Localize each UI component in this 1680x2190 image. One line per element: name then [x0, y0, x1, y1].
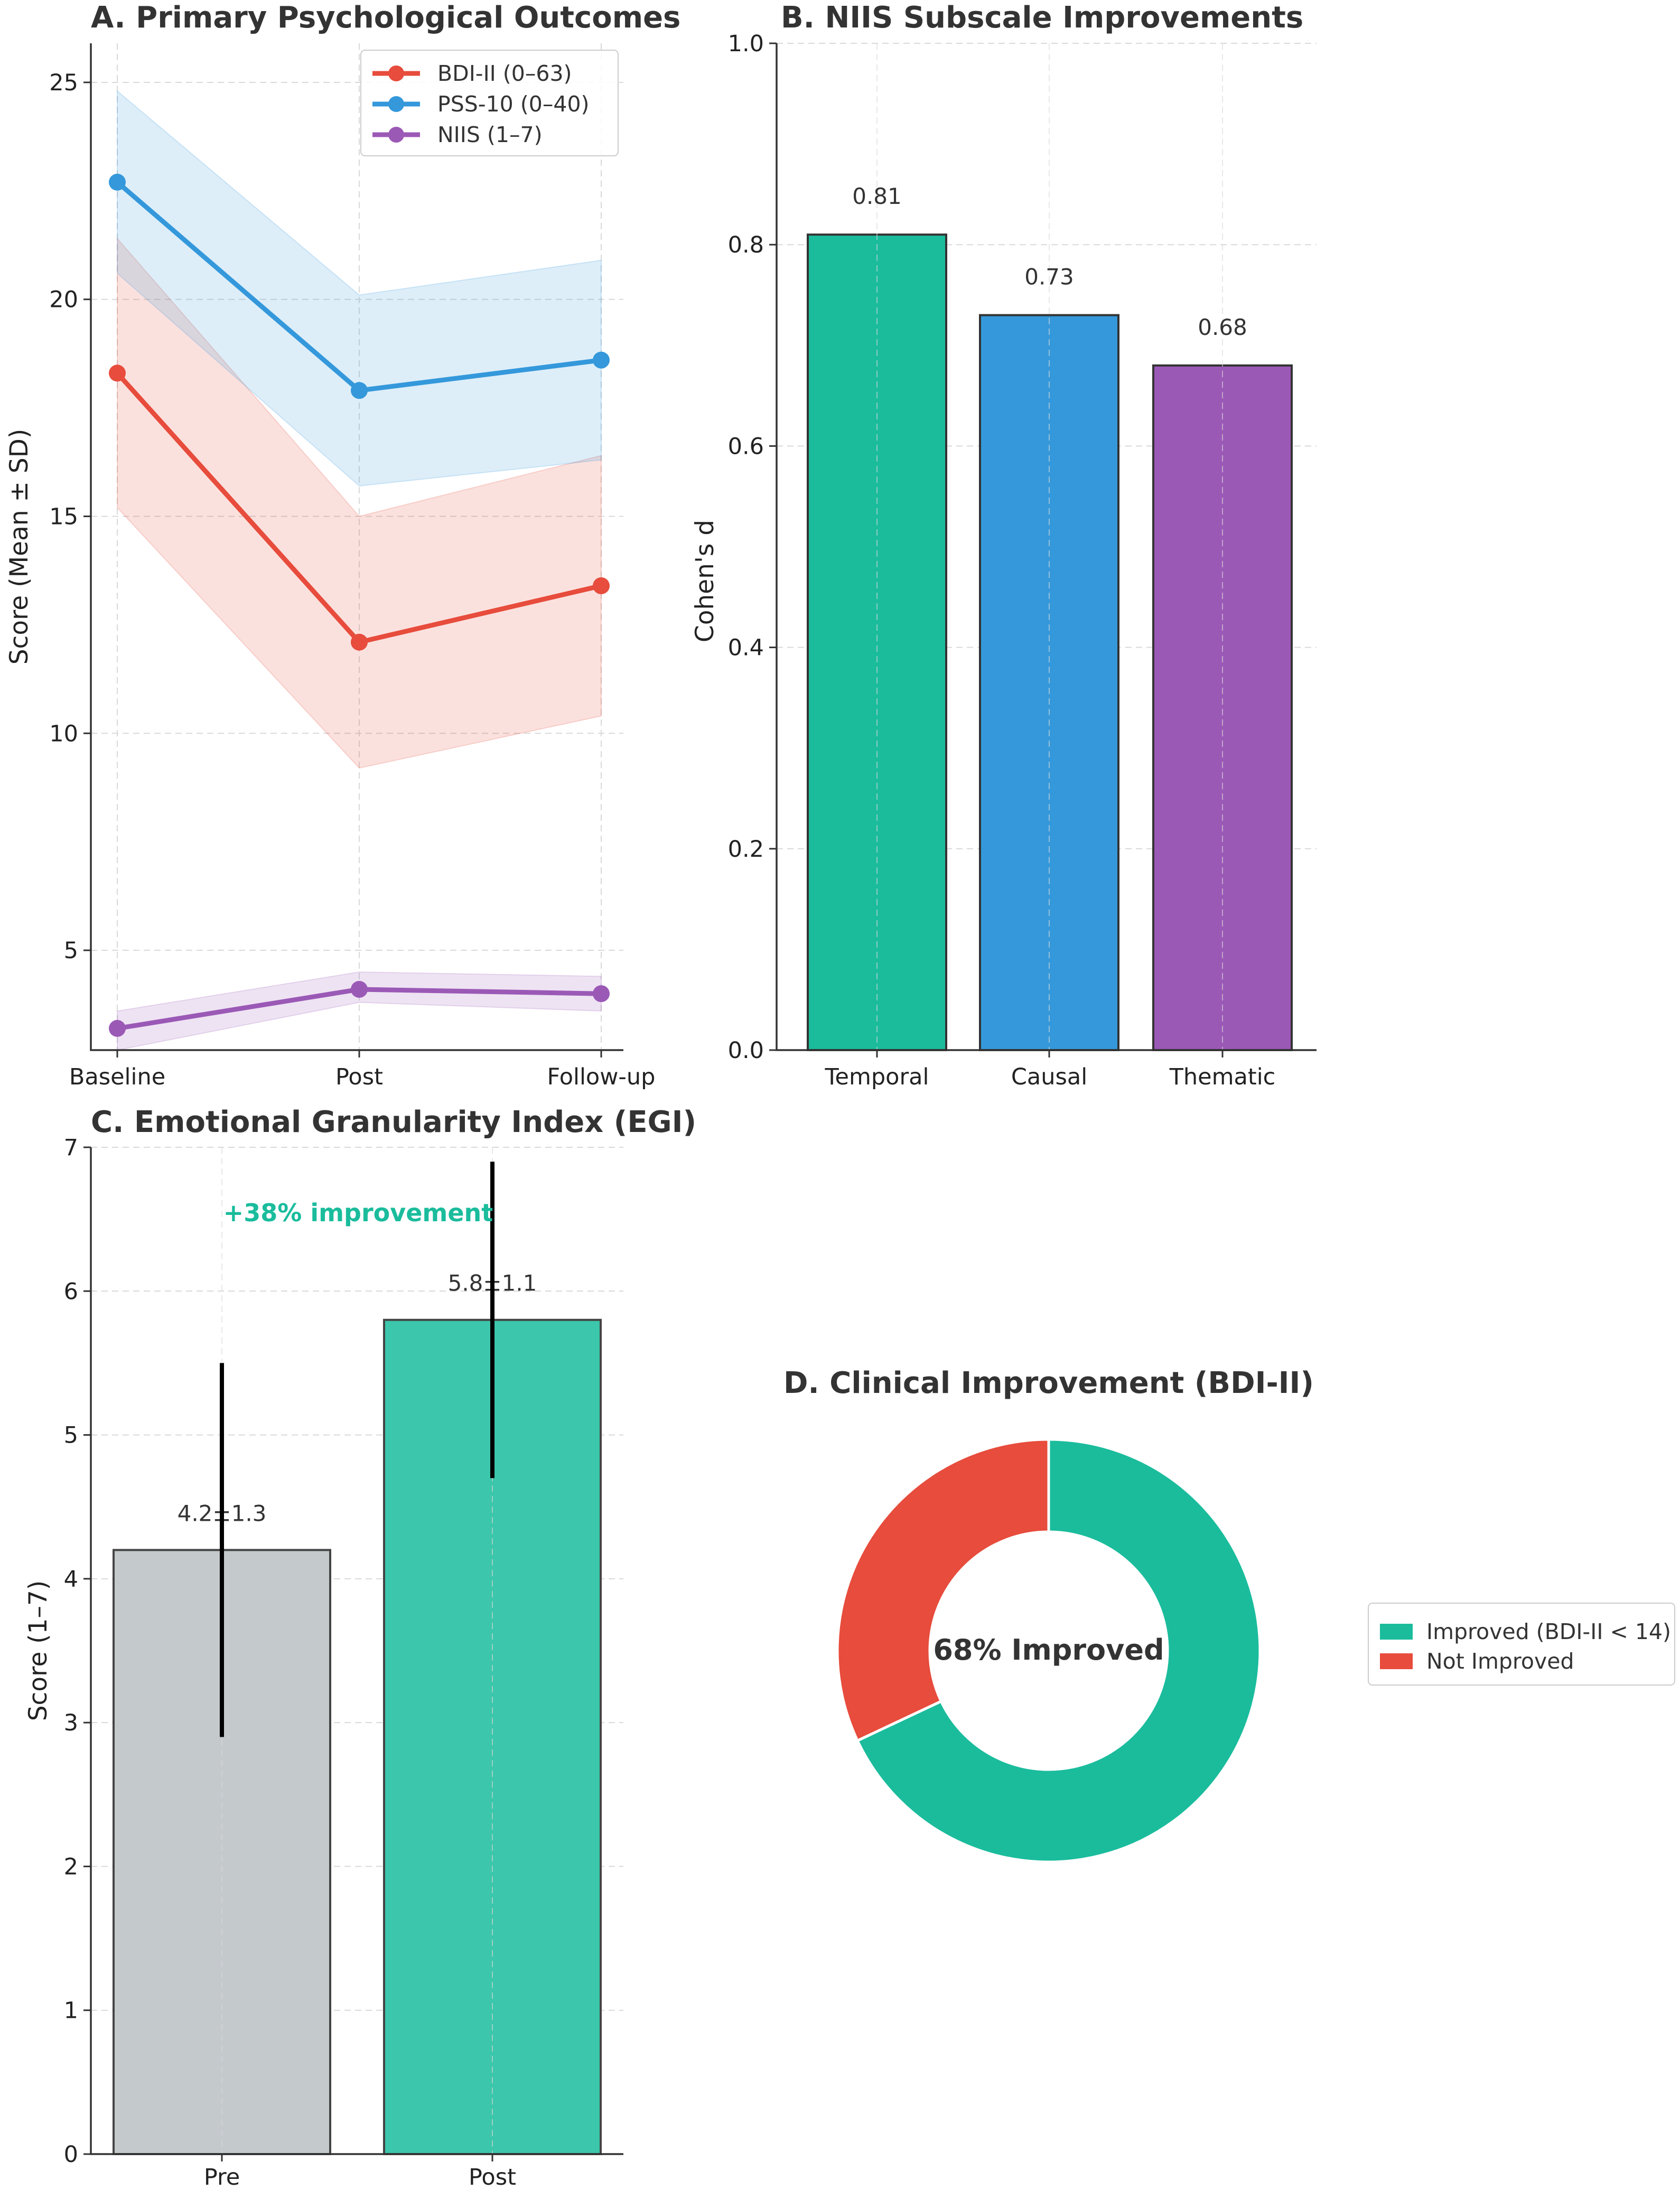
panel-b-vertical-gridlines	[876, 43, 1223, 1050]
panel-a-title: A. Primary Psychological Outcomes	[91, 1, 680, 35]
panel-c-y-tick-label: 3	[64, 1710, 78, 1736]
panel-c-x-tick-label: Pre	[204, 2164, 240, 2190]
panel-a-gridlines	[91, 43, 623, 1050]
panel-c-x-tick-label: Post	[469, 2164, 516, 2190]
panel-c-y-tick-label: 1	[64, 1998, 78, 2024]
panel-b-y-tick-label: 0.2	[728, 836, 764, 863]
panel-a-point-pss-10	[109, 173, 126, 191]
panel-a-y-axis-label: Score (Mean ± SD)	[5, 429, 34, 665]
panel-b-y-tick-label: 0.4	[728, 635, 764, 661]
panel-a-x-tick-label: Baseline	[69, 1064, 165, 1090]
panel-a-line-chart: A. Primary Psychological Outcomes 5 10 15 2…	[5, 1, 680, 1090]
panel-b-y-axis-label: Cohen's d	[690, 520, 720, 642]
panel-a-point-niis	[351, 980, 368, 998]
panel-c-y-tick-label: 0	[64, 2141, 78, 2168]
panel-b-value-label-causal: 0.73	[1024, 264, 1074, 290]
panel-a-band-pss-10	[117, 90, 602, 487]
panel-a-y-ticks: 5 10 15 20 25	[49, 70, 91, 964]
panel-b-value-labels: 0.81 0.73 0.68	[852, 183, 1247, 340]
panel-a-point-pss-10	[593, 351, 610, 369]
panel-b-y-tick-label: 0.0	[728, 1037, 764, 1064]
panel-a-legend-marker-pss-10	[388, 96, 404, 112]
panel-c-y-tick-label: 5	[64, 1422, 78, 1449]
panel-b-bar-temporal	[807, 233, 947, 1051]
panel-d-slice-improved	[855, 1438, 1262, 1864]
panel-a-legend-label-niis: NIIS (1–7)	[437, 122, 543, 147]
panel-a-y-tick-label: 5	[64, 938, 78, 964]
panel-a-point-niis	[109, 1019, 126, 1037]
panel-a-legend-frame	[360, 50, 619, 156]
panel-c-improvement-annotation: +38% improvement	[223, 1199, 493, 1227]
panel-b-x-tick-label: Temporal	[825, 1064, 929, 1090]
panel-b-x-ticks: Temporal Causal Thematic	[825, 1050, 1276, 1090]
panel-c-x-ticks: Pre Post	[204, 2154, 516, 2190]
panel-c-y-tick-label: 4	[64, 1566, 78, 1593]
panel-d-legend-label-improved: Improved (BDI-II < 14)	[1426, 1619, 1671, 1644]
panel-c-error-bars	[220, 1162, 494, 1737]
panel-c-y-ticks: 0 1 2 3 4 5 6 7	[64, 1135, 91, 2168]
panel-a-axes	[90, 43, 623, 1051]
panel-a-y-tick-label: 15	[49, 503, 78, 530]
panel-b-y-ticks: 0.0 0.2 0.4 0.6 0.8 1.0	[728, 31, 777, 1064]
panel-a-legend-label-bdi-ii: BDI-II (0–63)	[437, 61, 572, 86]
panel-d-legend-swatch-not-improved	[1380, 1653, 1413, 1669]
panel-d-slice-not-improved	[836, 1438, 1050, 1743]
panel-a-x-tick-label: Post	[335, 1064, 383, 1090]
panel-b-value-label-thematic: 0.68	[1198, 314, 1247, 340]
panel-b-value-label-temporal: 0.81	[852, 183, 902, 209]
panel-c-y-axis-label: Score (1–7)	[24, 1580, 53, 1721]
panel-b-y-tick-label: 1.0	[728, 31, 764, 57]
panel-d-legend: Improved (BDI-II < 14) Not Improved	[1368, 1603, 1675, 1686]
panel-a-point-niis	[593, 985, 610, 1003]
panel-a-point-bdi-ii	[351, 633, 368, 651]
panel-c-y-tick-label: 2	[64, 1854, 78, 1880]
panel-a-legend-label-pss-10: PSS-10 (0–40)	[437, 91, 590, 117]
panel-a-y-tick-label: 25	[49, 70, 78, 96]
panel-a-series-points	[109, 173, 610, 1037]
panel-a-point-bdi-ii	[109, 364, 126, 382]
panel-d-donut-chart: D. Clinical Improvement (BDI-II) 68% Imp…	[783, 1366, 1675, 1864]
panel-a-legend-marker-niis	[388, 127, 404, 143]
panel-b-y-tick-label: 0.6	[728, 433, 764, 460]
panel-c-title: C. Emotional Granularity Index (EGI)	[91, 1105, 696, 1139]
panel-d-legend-frame	[1368, 1603, 1675, 1686]
panel-a-x-ticks: Baseline Post Follow-up	[69, 1050, 656, 1090]
panel-b-bar-chart: B. NIIS Subscale Improvements 0.810.730.…	[690, 1, 1317, 1090]
panel-c-bar-chart: C. Emotional Granularity Index (EGI) 4.2…	[24, 1105, 696, 2190]
panel-d-title: D. Clinical Improvement (BDI-II)	[783, 1366, 1314, 1400]
panel-b-x-tick-label: Causal	[1011, 1064, 1087, 1090]
panel-d-legend-label-not-improved: Not Improved	[1426, 1649, 1574, 1674]
panel-a-point-pss-10	[351, 382, 368, 399]
panel-a-legend: BDI-II (0–63) PSS-10 (0–40) NIIS (1–7)	[360, 50, 619, 156]
panel-d-slices	[836, 1438, 1262, 1864]
panel-d-center-label: 68% Improved	[933, 1633, 1164, 1667]
panel-c-y-tick-label: 7	[64, 1135, 78, 1161]
panel-b-y-tick-label: 0.8	[728, 232, 764, 258]
panel-c-y-tick-label: 6	[64, 1278, 78, 1305]
panel-a-y-tick-label: 20	[49, 287, 78, 313]
panel-b-x-tick-label: Thematic	[1169, 1064, 1276, 1090]
panel-a-band-bdi-ii	[117, 237, 602, 769]
panel-b-title: B. NIIS Subscale Improvements	[781, 1, 1303, 35]
panel-a-point-bdi-ii	[593, 577, 610, 594]
panel-a-legend-marker-bdi-ii	[388, 65, 404, 81]
panel-a-y-tick-label: 10	[49, 720, 78, 747]
panel-a-x-tick-label: Follow-up	[547, 1064, 656, 1090]
panel-c-vertical-gridlines	[221, 1147, 493, 2154]
panel-d-legend-swatch-improved	[1380, 1624, 1413, 1640]
